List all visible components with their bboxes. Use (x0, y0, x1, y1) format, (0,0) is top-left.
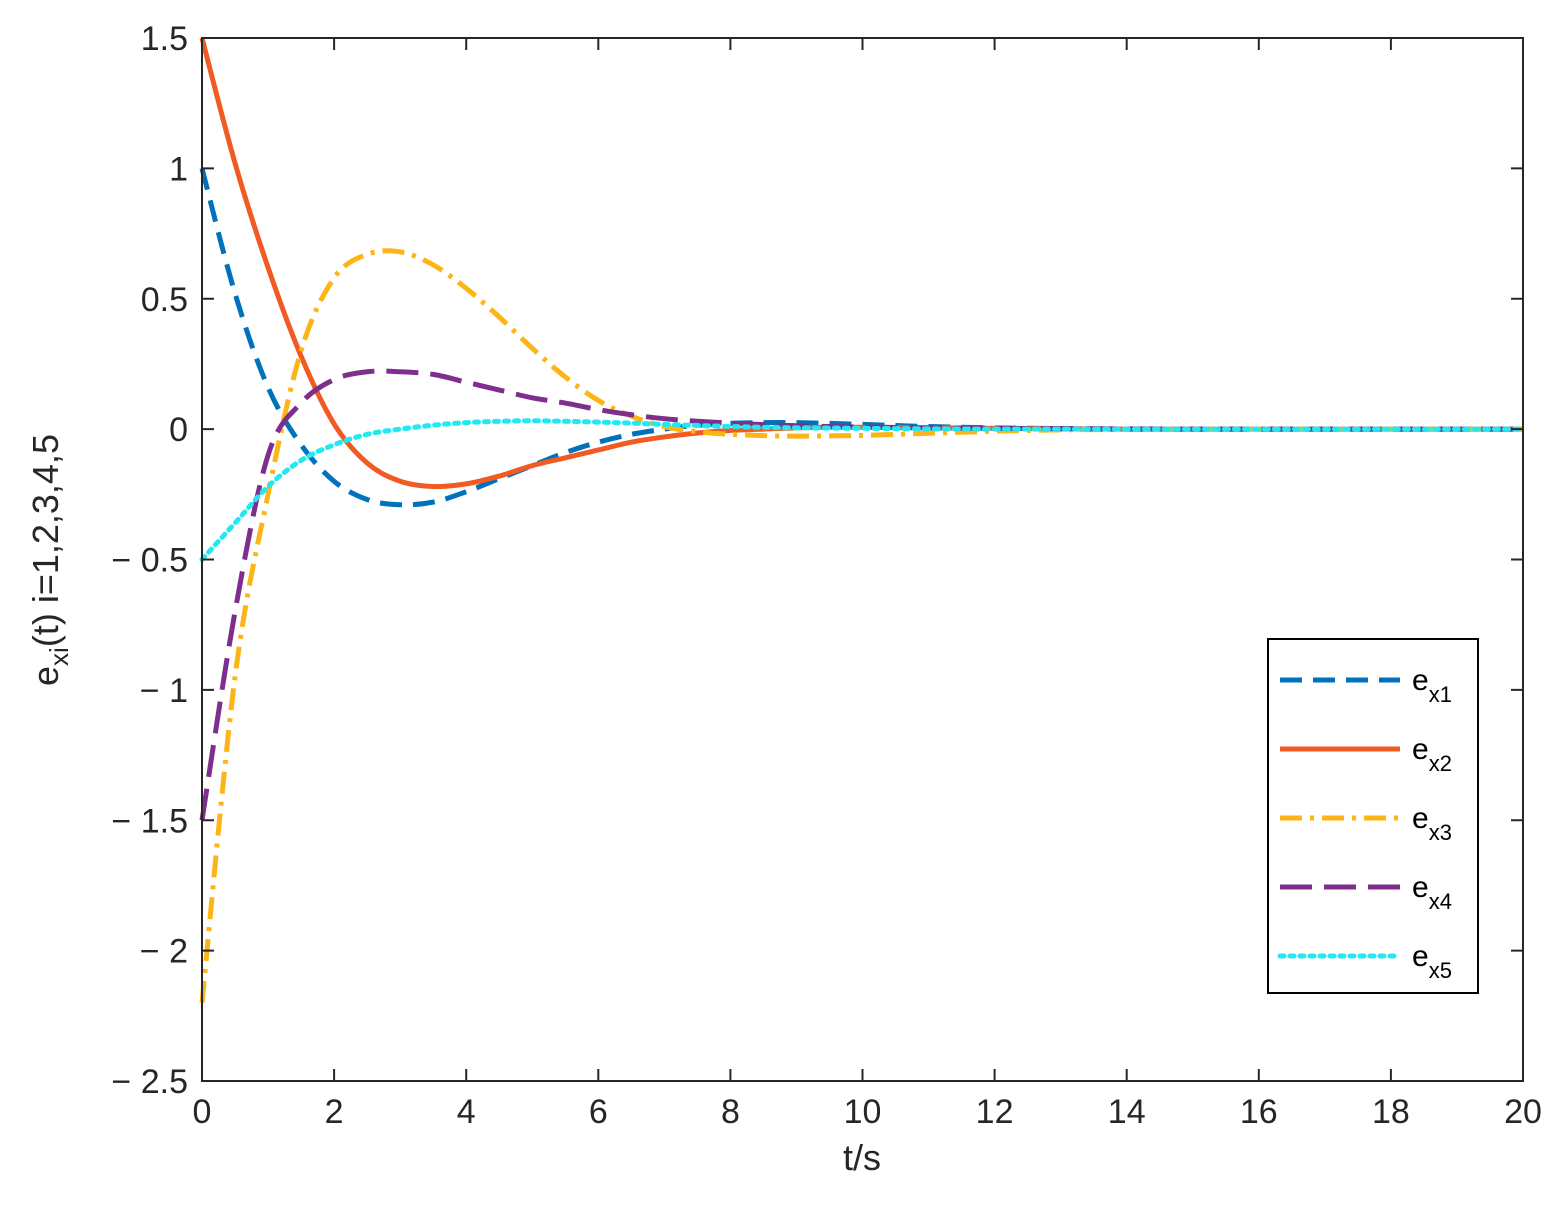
y-tick-label-6: − 1.5 (111, 802, 188, 840)
y-tick-label-3: 0 (169, 411, 188, 449)
series-line-x5 (199, 418, 1526, 562)
y-tick-label-5: − 1 (140, 672, 188, 710)
y-tick-labels: 1.5 1 0.5 0 − 0.5 − 1 − 1.5 − 2 − 2.5 (111, 20, 188, 1101)
legend-label-main: e (1412, 664, 1429, 697)
x-tick-label-6: 12 (976, 1093, 1014, 1131)
legend-label-main: e (1412, 733, 1429, 766)
legend-label-main: e (1412, 871, 1429, 904)
x-tick-label-1: 2 (325, 1093, 344, 1131)
legend-label-sub: x2 (1429, 751, 1452, 776)
legend-label-sub: x3 (1429, 820, 1452, 845)
legend-label-main: e (1412, 802, 1429, 835)
y-axis-title-rest: (t) i=1,2,3,4,5 (25, 434, 66, 647)
x-axis-title: t/s (843, 1137, 881, 1178)
y-axis-title-main: e (25, 666, 66, 686)
x-tick-labels: 0 2 4 6 8 10 12 14 16 18 20 (193, 1093, 1542, 1131)
x-tick-label-10: 20 (1504, 1093, 1542, 1131)
legend-label-x3: ex3 (1412, 802, 1452, 845)
x-tick-label-8: 16 (1240, 1093, 1278, 1131)
y-tick-label-8: − 2.5 (111, 1063, 188, 1101)
x-tick-label-9: 18 (1372, 1093, 1410, 1131)
legend-label-x4: ex4 (1412, 871, 1452, 914)
y-axis-title: exi(t) i=1,2,3,4,5 (25, 434, 74, 686)
y-axis-title-sub: xi (44, 647, 74, 666)
legend-label-x5: ex5 (1412, 940, 1452, 983)
y-tick-label-0: 1.5 (141, 20, 188, 58)
x-tick-label-3: 6 (589, 1093, 608, 1131)
plot-frame (201, 37, 1524, 1082)
x-tick-label-5: 10 (844, 1093, 882, 1131)
x-tick-label-7: 14 (1108, 1093, 1146, 1131)
x-tick-label-2: 4 (457, 1093, 476, 1131)
y-tick-label-2: 0.5 (141, 281, 188, 319)
series-line-x3 (199, 248, 1523, 1004)
x-tick-label-0: 0 (193, 1093, 212, 1131)
y-tick-label-4: − 0.5 (111, 542, 188, 580)
legend-label-sub: x5 (1429, 958, 1452, 983)
y-tick-label-7: − 2 (140, 933, 188, 971)
series-lines (199, 37, 1526, 1004)
y-tick-label-1: 1 (169, 150, 188, 188)
legend-label-sub: x1 (1429, 682, 1452, 707)
legend-label-x2: ex2 (1412, 733, 1452, 776)
legend-label-main: e (1412, 940, 1429, 973)
legend-label-sub: x4 (1429, 889, 1452, 914)
x-tick-label-4: 8 (721, 1093, 740, 1131)
legend-label-x1: ex1 (1412, 664, 1452, 707)
